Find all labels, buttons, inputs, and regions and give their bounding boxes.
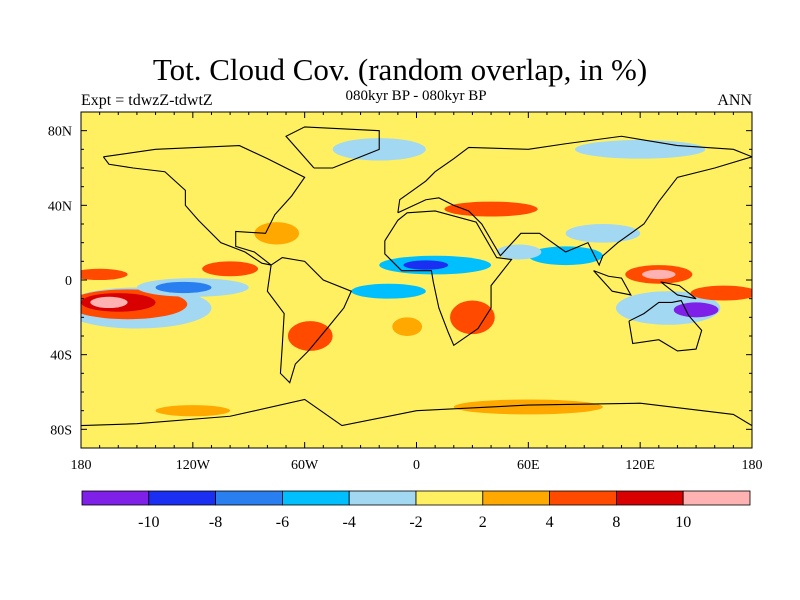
y-tick-label: 0 — [65, 274, 72, 289]
coastline — [102, 145, 306, 266]
coastline — [628, 299, 703, 352]
colorbar-label: -2 — [409, 514, 422, 531]
colorbar-label: -8 — [209, 514, 222, 531]
x-tick-label: 60E — [517, 458, 540, 473]
coastline — [285, 126, 380, 169]
anomaly-region — [90, 296, 128, 308]
colorbar-swatch — [148, 490, 217, 506]
coastline — [397, 135, 752, 267]
anomaly-region — [81, 268, 128, 280]
anomaly-region — [254, 222, 300, 245]
coastline — [384, 210, 513, 347]
colorbar-label: 4 — [546, 514, 554, 531]
anomaly-region — [673, 302, 719, 318]
coastlines — [81, 126, 752, 427]
anomaly-region — [155, 281, 212, 294]
x-tick-label: 0 — [413, 458, 420, 473]
coastline — [81, 398, 752, 427]
y-tick-label: 80N — [48, 125, 72, 140]
colorbar-swatch — [482, 490, 550, 506]
colorbar-swatch — [281, 490, 350, 506]
coastline — [266, 257, 352, 384]
y-tick-label: 80S — [50, 423, 72, 438]
colorbar-label: -4 — [343, 514, 356, 531]
colorbar-swatch — [81, 490, 150, 506]
experiment-label: Expt = tdwzZ-tdwtZ — [81, 92, 213, 109]
colorbar-swatch — [348, 490, 417, 506]
colorbar-label: 2 — [479, 514, 487, 531]
colorbar-label: 10 — [675, 514, 691, 531]
anomaly-region — [287, 321, 333, 351]
anomaly-region — [403, 260, 449, 270]
colorbar-swatch — [215, 490, 283, 506]
anomaly-region — [351, 283, 426, 299]
anomaly-region — [565, 224, 641, 243]
season-label: ANN — [717, 92, 752, 109]
y-tick-label: 40N — [48, 199, 72, 214]
colorbar-swatch — [549, 490, 617, 506]
anomaly-region — [690, 285, 752, 301]
anomaly-region — [392, 317, 423, 336]
x-tick-label: 60W — [291, 458, 319, 473]
colorbar-swatch — [682, 490, 751, 506]
anomaly-region — [155, 405, 231, 417]
anomaly-region — [444, 201, 538, 217]
colorbar-label: 8 — [612, 514, 620, 531]
x-tick-label: 180 — [71, 458, 92, 473]
anomaly-region — [453, 399, 603, 415]
colorbar-label: -10 — [138, 514, 159, 531]
colorbar-swatch — [616, 490, 684, 506]
period-label: 080kyr BP - 080kyr BP — [345, 88, 487, 104]
colorbar-swatch — [415, 490, 484, 506]
anomaly-fields — [81, 138, 752, 417]
x-tick-label: 120E — [625, 458, 655, 473]
x-tick-label: 180 — [742, 458, 763, 473]
plot-title: Tot. Cloud Cov. (random overlap, in %) — [152, 52, 648, 87]
coastline — [660, 281, 697, 300]
anomaly-region — [574, 140, 706, 159]
x-tick-label: 120W — [176, 458, 211, 473]
anomaly-region — [202, 261, 259, 277]
y-tick-label: 40S — [50, 349, 72, 364]
colorbar-label: -6 — [276, 514, 289, 531]
anomaly-region — [450, 300, 495, 335]
anomaly-region — [642, 269, 676, 280]
anomaly-region — [528, 246, 603, 266]
coastline — [593, 270, 632, 296]
